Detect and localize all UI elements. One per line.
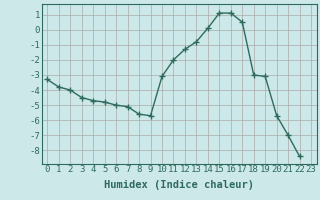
X-axis label: Humidex (Indice chaleur): Humidex (Indice chaleur) <box>104 180 254 190</box>
